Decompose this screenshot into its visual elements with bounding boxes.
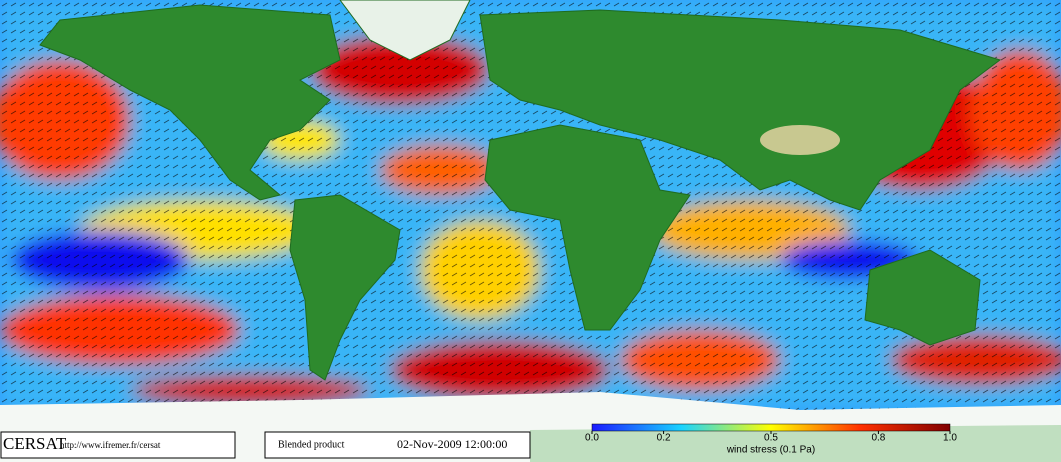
url: http://www.ifremer.fr/cersat bbox=[60, 440, 161, 450]
colorbar-tick-label: 1.0 bbox=[943, 433, 957, 444]
terrain bbox=[530, 425, 1061, 462]
colorbar-label: wind stress (0.1 Pa) bbox=[726, 445, 815, 456]
colorbar-tick-label: 0.0 bbox=[585, 433, 599, 444]
info-box bbox=[264, 431, 531, 459]
timestamp: 02-Nov-2009 12:00:00 bbox=[397, 437, 507, 451]
colorbar-tick-label: 0.5 bbox=[764, 433, 778, 444]
colorbar-tick-label: 0.2 bbox=[657, 433, 671, 444]
continents bbox=[39, 0, 1002, 381]
colorbar-tick-label: 0.8 bbox=[871, 433, 885, 444]
colorbar bbox=[591, 423, 951, 432]
product: Blended product bbox=[278, 439, 345, 450]
logo: CERSAT bbox=[3, 434, 67, 453]
logo-box bbox=[0, 431, 236, 459]
